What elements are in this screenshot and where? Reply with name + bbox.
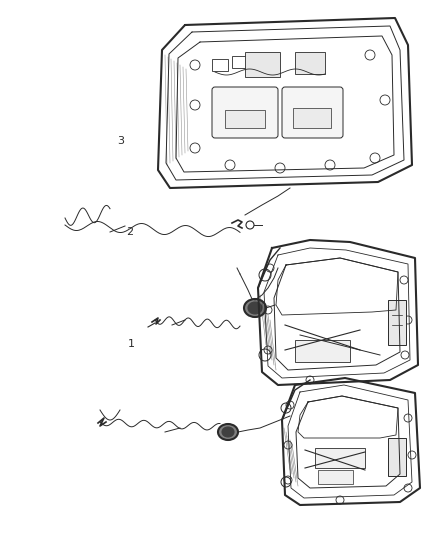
FancyBboxPatch shape xyxy=(212,87,278,138)
Bar xyxy=(250,54,266,66)
Bar xyxy=(232,56,248,68)
Bar xyxy=(245,52,280,77)
Bar xyxy=(318,470,353,484)
Bar xyxy=(293,108,331,128)
Ellipse shape xyxy=(218,424,238,440)
Bar xyxy=(315,448,365,468)
Bar xyxy=(295,340,350,362)
Ellipse shape xyxy=(244,299,266,317)
Text: 2: 2 xyxy=(126,227,133,237)
Bar xyxy=(225,110,265,128)
Ellipse shape xyxy=(248,302,262,314)
Text: 3: 3 xyxy=(117,136,124,146)
Bar xyxy=(388,300,406,345)
Ellipse shape xyxy=(222,427,234,437)
Bar xyxy=(212,59,228,71)
Text: 1: 1 xyxy=(128,339,135,349)
Bar xyxy=(295,52,325,74)
Bar xyxy=(388,438,406,476)
FancyBboxPatch shape xyxy=(282,87,343,138)
